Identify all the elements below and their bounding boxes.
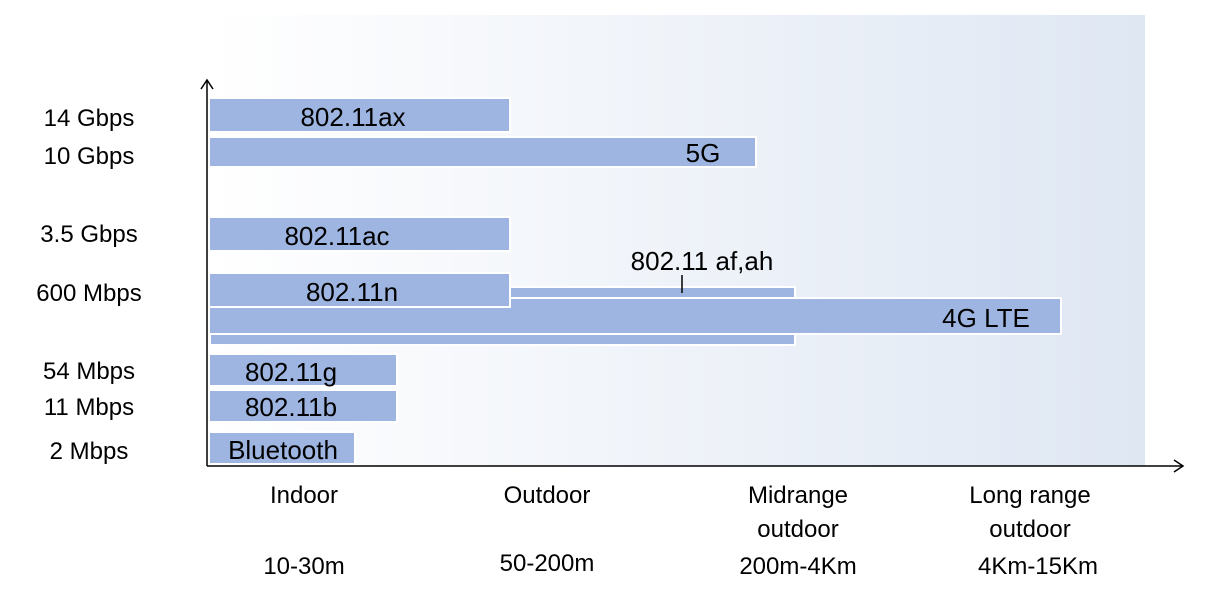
bar-label-5g: 5G — [686, 138, 721, 168]
x-tick-label-outdoor-line-1: Outdoor — [504, 482, 591, 509]
y-tick-label-14-gbps: 14 Gbps — [44, 105, 135, 132]
bar-group-5g — [208, 136, 757, 168]
y-tick-label-11-mbps: 11 Mbps — [44, 394, 134, 421]
bar-5g — [208, 136, 757, 168]
bar-bluetooth — [208, 431, 356, 465]
bar-group-802-11ax — [208, 97, 511, 133]
bar-group-802-11b — [208, 389, 398, 423]
bar-802-11ac — [208, 216, 511, 252]
x-tick-label-long-range-outdoor-line-1: Long range — [969, 482, 1090, 509]
x-tick-label-midrange-outdoor-line-1: Midrange — [748, 482, 848, 509]
x-tick-label-midrange-outdoor-line-2: outdoor — [757, 516, 838, 543]
y-tick-label-2-mbps: 2 Mbps — [50, 438, 129, 465]
bar-802-11ax — [208, 97, 511, 133]
bar-label-4g-lte: 4G LTE — [942, 303, 1030, 333]
bar-label-bluetooth: Bluetooth — [228, 435, 338, 465]
bar-4g-lte — [208, 297, 1062, 335]
x-axis-arrow — [1173, 459, 1185, 473]
y-tick-label-3-5-gbps: 3.5 Gbps — [40, 221, 137, 248]
y-tick-label-10-gbps: 10 Gbps — [44, 143, 135, 170]
y-tick-label-54-mbps: 54 Mbps — [43, 358, 135, 385]
x-range-label-10-30m: 10-30m — [263, 553, 344, 580]
x-range-label-4km-15km: 4Km-15Km — [978, 553, 1098, 580]
x-tick-label-indoor-line-1: Indoor — [270, 482, 338, 509]
bar-label-802-11b: 802.11b — [245, 392, 337, 422]
bar-group-802-11g — [208, 353, 398, 387]
y-tick-label-600-mbps: 600 Mbps — [36, 280, 141, 307]
x-tick-label-long-range-outdoor-line-2: outdoor — [989, 516, 1070, 543]
bar-label-802-11ac: 802.11ac — [284, 221, 389, 251]
bar-802-11n — [208, 272, 511, 308]
bar-802-11g — [208, 353, 398, 387]
x-range-label-50-200m: 50-200m — [500, 550, 595, 577]
bar-group-802-11ac — [208, 216, 511, 252]
bar-label-802-11ax: 802.11ax — [300, 102, 405, 132]
bar-label-802-11g: 802.11g — [245, 357, 337, 387]
bar-group-bluetooth — [208, 431, 356, 465]
x-range-label-200m-4km: 200m-4Km — [739, 553, 856, 580]
bar-label-802-11n: 802.11n — [306, 277, 398, 307]
y-axis-arrow — [200, 78, 214, 90]
bar-group-802-11n — [208, 272, 511, 308]
bar-label-802-11-af-ah: 802.11 af,ah — [631, 246, 774, 276]
bar-802-11b — [208, 389, 398, 423]
bar-group-4g-lte — [208, 297, 1062, 335]
